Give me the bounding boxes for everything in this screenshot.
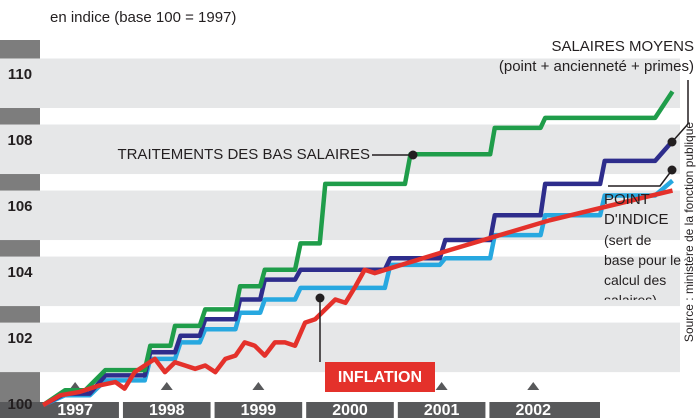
x-tick-label: 2000 xyxy=(332,402,368,418)
x-tick-mark xyxy=(160,382,173,390)
series-label-box: POINT D'INDICE (sert de base pour le cal… xyxy=(604,190,684,300)
x-tick-mark xyxy=(252,382,265,390)
y-tick-label: 102 xyxy=(7,330,32,347)
grid-band xyxy=(0,58,680,109)
y-tick-label: 106 xyxy=(7,198,32,215)
x-tick-label: 2002 xyxy=(515,402,551,418)
label-box xyxy=(325,362,435,392)
connector-dot xyxy=(667,165,677,175)
connector xyxy=(671,80,689,143)
grid-band xyxy=(0,124,680,175)
series-label: TRAITEMENTS DES BAS SALAIRES xyxy=(117,146,370,163)
series-note: (sert de base pour le calcul des salaire… xyxy=(604,232,682,300)
subtitle: en indice (base 100 = 1997) xyxy=(50,9,236,26)
y-tick-label: 110 xyxy=(8,66,32,83)
connector-dot xyxy=(315,293,325,303)
source: Source : ministère de la fonction publiq… xyxy=(682,122,696,342)
y-tick-label: 104 xyxy=(7,264,33,281)
label-block: POINT D'INDICE (sert de base pour le cal… xyxy=(604,190,684,300)
year-band xyxy=(0,402,600,418)
connector xyxy=(608,169,673,187)
x-tick-mark xyxy=(527,382,540,390)
connector-dot xyxy=(408,150,418,160)
x-tick-mark xyxy=(69,382,82,390)
y-tick-label: 108 xyxy=(7,132,32,149)
series-label: POINT D'INDICE xyxy=(604,191,669,228)
grid-band xyxy=(0,256,680,307)
series-note: (point + ancienneté + primes) xyxy=(499,58,694,75)
series-line xyxy=(41,188,674,408)
x-tick-label: 1997 xyxy=(57,402,93,418)
connector-dot xyxy=(667,137,677,147)
y-tick-label: 100 xyxy=(7,396,32,413)
series-label: INFLATION xyxy=(338,369,422,386)
x-tick-mark xyxy=(435,382,448,390)
x-tick-label: 1999 xyxy=(241,402,277,418)
x-tick-label: 1998 xyxy=(149,402,185,418)
series-label: SALAIRES MOYENS xyxy=(551,38,694,55)
x-tick-label: 2001 xyxy=(424,402,460,418)
